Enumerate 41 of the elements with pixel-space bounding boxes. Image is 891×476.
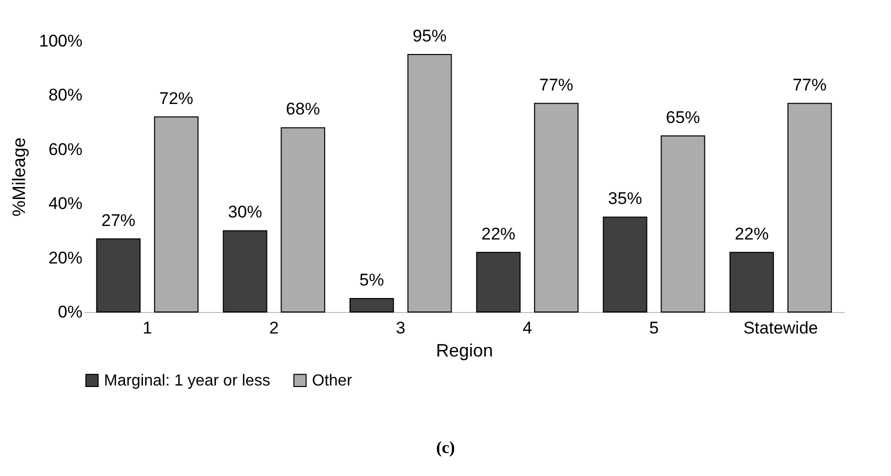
bar <box>96 238 141 312</box>
data-label: 22% <box>481 224 516 244</box>
x-axis-title: Region <box>436 340 494 360</box>
bar <box>280 127 326 312</box>
data-label: 27% <box>101 210 136 230</box>
x-tick-label: Statewide <box>743 318 818 338</box>
data-label: 35% <box>608 189 642 208</box>
bar <box>602 216 648 312</box>
bar <box>350 298 394 312</box>
legend-label: Marginal: 1 year or less <box>104 372 270 390</box>
data-label: 65% <box>666 108 700 127</box>
y-tick-label: 20% <box>48 248 82 268</box>
y-tick-label: 80% <box>48 86 82 105</box>
bar <box>730 252 774 312</box>
bar <box>154 116 198 312</box>
data-label: 77% <box>539 75 574 94</box>
y-tick-label: 40% <box>48 194 82 214</box>
y-tick-label: 100% <box>39 32 82 50</box>
bar <box>222 230 268 312</box>
x-tick-label: 1 <box>142 318 152 338</box>
bar <box>660 135 706 312</box>
data-label: 30% <box>228 202 262 222</box>
data-label: 5% <box>359 270 384 290</box>
y-tick-label: 0% <box>58 302 82 322</box>
data-label: 77% <box>792 75 827 94</box>
bar <box>407 54 452 312</box>
y-axis-title: %Mileage <box>9 137 30 217</box>
text: (c) <box>435 438 456 458</box>
data-label: 72% <box>159 88 194 108</box>
bar <box>476 252 521 312</box>
x-tick-label: 2 <box>269 318 279 338</box>
x-tick-label: 5 <box>649 318 659 338</box>
bar <box>534 102 578 312</box>
data-label: 95% <box>412 26 447 46</box>
legend-label: Other <box>312 372 353 390</box>
bar <box>787 102 832 312</box>
data-label: 22% <box>734 224 769 244</box>
x-tick-label: 4 <box>522 318 532 338</box>
data-label: 68% <box>286 100 320 119</box>
y-tick-label: 60% <box>48 140 82 159</box>
x-tick-label: 3 <box>396 318 406 338</box>
